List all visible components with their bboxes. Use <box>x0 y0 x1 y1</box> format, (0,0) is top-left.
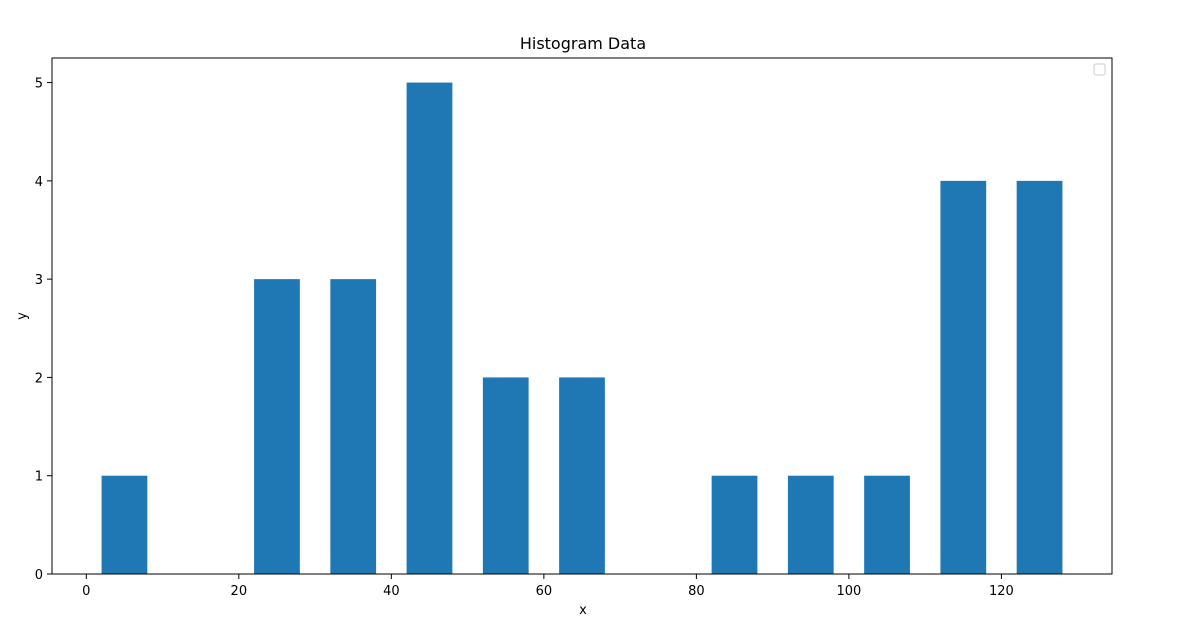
bar-35 <box>330 279 377 574</box>
y-axis-label: y <box>15 312 30 320</box>
x-tick-label: 20 <box>231 584 248 599</box>
x-tick-label: 60 <box>536 584 553 599</box>
chart-title: Histogram Data <box>520 34 646 53</box>
y-tick-label: 3 <box>35 273 43 288</box>
y-tick-label: 5 <box>35 77 43 92</box>
y-tick-label: 0 <box>35 568 43 583</box>
x-axis-ticks: 0 20 40 60 80 100 120 <box>82 574 1014 599</box>
x-tick-label: 0 <box>82 584 90 599</box>
bar-25 <box>254 279 300 574</box>
x-tick-label: 80 <box>688 584 705 599</box>
bar-55 <box>482 377 529 574</box>
y-axis-ticks: 0 1 2 3 4 5 <box>35 77 52 583</box>
bar-95 <box>787 475 834 574</box>
x-tick-label: 120 <box>989 584 1014 599</box>
y-tick-label: 1 <box>35 470 43 485</box>
bar-65 <box>559 377 605 574</box>
y-tick-label: 4 <box>35 175 43 190</box>
bar-45 <box>406 82 453 575</box>
bar-105 <box>864 475 910 574</box>
x-axis-label: x <box>579 603 587 618</box>
bar-115 <box>940 180 987 574</box>
x-tick-label: 40 <box>383 584 400 599</box>
plot-frame <box>51 57 1113 575</box>
bar-5 <box>101 475 148 574</box>
legend-box[interactable] <box>1093 63 1106 76</box>
x-tick-label: 100 <box>836 584 861 599</box>
y-tick-label: 2 <box>35 371 43 386</box>
bars-group <box>101 82 1063 575</box>
bar-85 <box>711 475 758 574</box>
bar-125 <box>1016 180 1063 574</box>
